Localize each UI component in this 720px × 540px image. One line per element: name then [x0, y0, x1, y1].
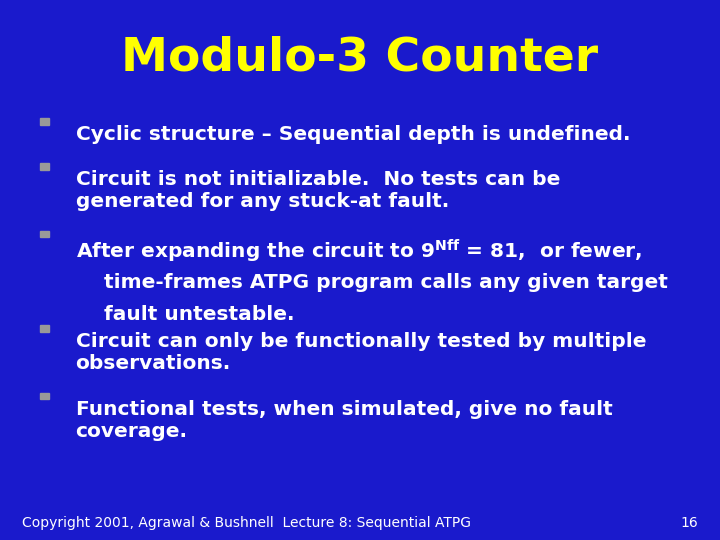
Text: Circuit can only be functionally tested by multiple
observations.: Circuit can only be functionally tested …: [76, 332, 646, 373]
Bar: [40, 231, 50, 237]
Text: Copyright 2001, Agrawal & Bushnell  Lecture 8: Sequential ATPG: Copyright 2001, Agrawal & Bushnell Lectu…: [22, 516, 471, 530]
Bar: [40, 325, 50, 332]
Text: 16: 16: [680, 516, 698, 530]
Bar: [40, 118, 50, 125]
Text: Modulo-3 Counter: Modulo-3 Counter: [122, 35, 598, 80]
Text: After expanding the circuit to 9$^{\mathregular{Nff}}$ = 81,  or fewer,: After expanding the circuit to 9$^{\math…: [76, 238, 642, 265]
Text: time-frames ATPG program calls any given target: time-frames ATPG program calls any given…: [104, 273, 668, 292]
Text: Circuit is not initializable.  No tests can be
generated for any stuck-at fault.: Circuit is not initializable. No tests c…: [76, 170, 560, 211]
Text: Cyclic structure – Sequential depth is undefined.: Cyclic structure – Sequential depth is u…: [76, 125, 630, 144]
Bar: [40, 163, 50, 170]
Text: fault untestable.: fault untestable.: [104, 305, 295, 324]
Bar: [40, 393, 50, 399]
Text: Functional tests, when simulated, give no fault
coverage.: Functional tests, when simulated, give n…: [76, 400, 612, 441]
